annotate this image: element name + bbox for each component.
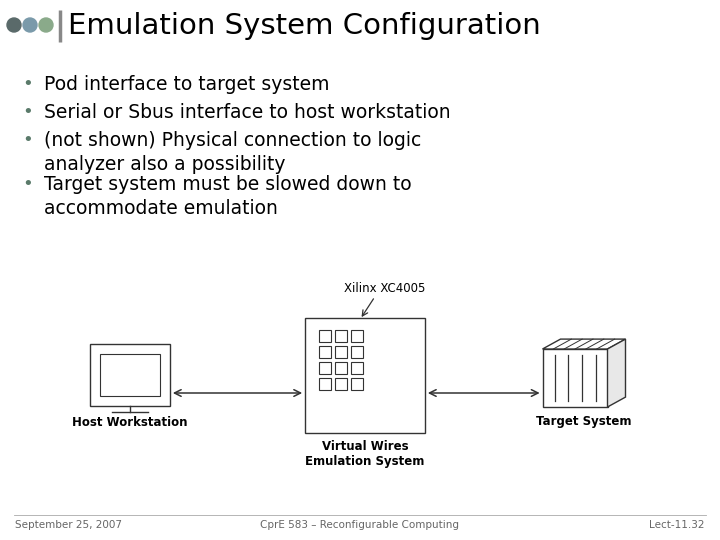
Bar xyxy=(351,329,363,341)
Bar xyxy=(335,361,347,374)
Bar xyxy=(319,377,331,389)
Bar xyxy=(335,346,347,357)
Text: Pod interface to target system: Pod interface to target system xyxy=(44,75,330,94)
Text: Emulation System Configuration: Emulation System Configuration xyxy=(68,12,541,40)
Bar xyxy=(335,377,347,389)
Circle shape xyxy=(23,18,37,32)
Text: •: • xyxy=(22,103,33,121)
Bar xyxy=(319,329,331,341)
Circle shape xyxy=(39,18,53,32)
Text: Serial or Sbus interface to host workstation: Serial or Sbus interface to host worksta… xyxy=(44,103,451,122)
Text: Host Workstation: Host Workstation xyxy=(72,416,188,429)
Text: Target system must be slowed down to
accommodate emulation: Target system must be slowed down to acc… xyxy=(44,175,412,218)
Polygon shape xyxy=(542,339,626,349)
Bar xyxy=(319,361,331,374)
Bar xyxy=(100,354,160,396)
Bar xyxy=(351,377,363,389)
Text: Xilinx XC4005: Xilinx XC4005 xyxy=(344,282,426,295)
Text: CprE 583 – Reconfigurable Computing: CprE 583 – Reconfigurable Computing xyxy=(261,520,459,530)
Bar xyxy=(90,344,170,406)
Polygon shape xyxy=(608,339,626,407)
Text: •: • xyxy=(22,75,33,93)
Bar xyxy=(319,346,331,357)
Bar xyxy=(542,349,608,407)
Text: •: • xyxy=(22,175,33,193)
Circle shape xyxy=(7,18,21,32)
Bar xyxy=(351,361,363,374)
Bar xyxy=(351,346,363,357)
Text: September 25, 2007: September 25, 2007 xyxy=(15,520,122,530)
Text: Lect-11.32: Lect-11.32 xyxy=(649,520,705,530)
Text: Virtual Wires
Emulation System: Virtual Wires Emulation System xyxy=(305,441,425,469)
Text: Target System: Target System xyxy=(536,415,631,428)
Bar xyxy=(305,318,425,433)
Text: (not shown) Physical connection to logic
analyzer also a possibility: (not shown) Physical connection to logic… xyxy=(44,131,421,173)
Text: •: • xyxy=(22,131,33,149)
Bar xyxy=(335,329,347,341)
